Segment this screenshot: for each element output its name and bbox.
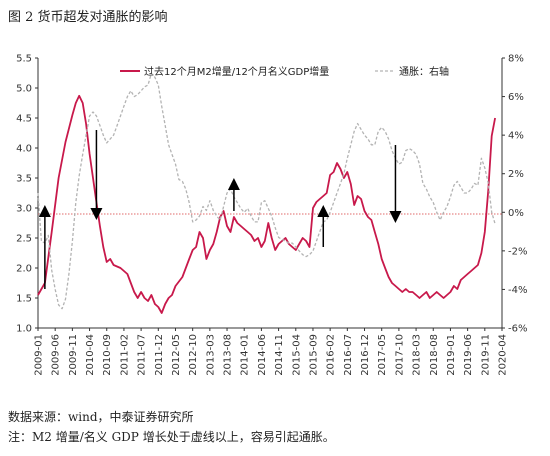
x-tick-label: 2015-09 <box>308 334 319 376</box>
x-tick-label: 2014-06 <box>257 334 268 376</box>
x-tick-label: 2019-01 <box>446 334 457 376</box>
chart-area: 1.0 1.5 2.0 2.5 3.0 3.5 4.0 4.5 5.0 5.5 -6% -4% -2% 0… <box>16 54 527 376</box>
right-tick-label: -6% <box>508 324 527 335</box>
inflation-line <box>37 72 496 310</box>
x-tick-label: 2011-07 <box>137 334 148 376</box>
m2-gdp-ratio-line <box>37 94 496 314</box>
legend-label-m2-gdp: 过去12个月M2增量/12个月名义GDP增量 <box>144 65 329 78</box>
left-tick-label: 5.0 <box>16 84 32 95</box>
chart-title: 图 2 货币超发对通胀的影响 <box>8 10 168 25</box>
right-tick-label: 6% <box>508 92 524 103</box>
x-tick-label: 2018-08 <box>429 334 440 376</box>
x-tick-label: 2010-09 <box>102 334 113 376</box>
x-tick-label: 2019-06 <box>463 334 474 376</box>
left-tick-label: 3.5 <box>16 174 32 185</box>
footnote: 注：M2 增量/名义 GDP 增长处于虚线以上，容易引起通胀。 <box>8 430 335 444</box>
x-tick-label: 2017-05 <box>377 334 388 376</box>
source-note: 数据来源：wind，中泰证券研究所 <box>8 410 194 424</box>
left-tick-label: 5.5 <box>16 54 32 65</box>
x-tick-label: 2013-08 <box>223 334 234 376</box>
left-tick-label: 3.0 <box>16 204 32 215</box>
legend-label-inflation: 通胀：右轴 <box>399 65 449 78</box>
right-tick-label: -4% <box>508 285 527 296</box>
x-tick-label: 2015-04 <box>291 334 302 376</box>
x-tick-label: 2014-01 <box>240 334 251 376</box>
x-tick-label: 2019-11 <box>480 334 491 376</box>
x-tick-label: 2013-03 <box>205 334 216 376</box>
x-tick-label: 2009-06 <box>51 334 62 376</box>
left-tick-label: 2.0 <box>16 264 32 275</box>
x-tick-label: 2010-04 <box>85 334 96 376</box>
left-tick-label: 1.0 <box>16 324 32 335</box>
right-tick-label: -2% <box>508 246 527 257</box>
x-tick-label: 2016-02 <box>326 334 337 376</box>
left-tick-label: 2.5 <box>16 234 32 245</box>
x-tick-label: 2020-04 <box>498 334 509 376</box>
left-tick-label: 4.5 <box>16 114 32 125</box>
x-tick-label: 2012-10 <box>188 334 199 376</box>
x-tick-label: 2016-07 <box>343 334 354 376</box>
x-tick-label: 2016-12 <box>360 334 371 376</box>
right-tick-label: 2% <box>508 169 524 180</box>
right-tick-label: 8% <box>508 54 524 65</box>
x-tick-label: 2014-11 <box>274 334 285 376</box>
x-tick-label: 2011-12 <box>154 334 165 376</box>
right-tick-label: 4% <box>508 131 524 142</box>
x-tick-label: 2011-02 <box>119 334 130 376</box>
x-tick-label: 2009-01 <box>34 334 45 376</box>
x-tick-label: 2017-10 <box>394 334 405 376</box>
x-tick-label: 2018-03 <box>412 334 423 376</box>
x-tick-label: 2012-05 <box>171 334 182 376</box>
right-tick-label: 0% <box>508 208 524 219</box>
x-tick-label: 2009-11 <box>68 334 79 376</box>
left-tick-label: 4.0 <box>16 144 32 155</box>
left-tick-label: 1.5 <box>16 294 32 305</box>
